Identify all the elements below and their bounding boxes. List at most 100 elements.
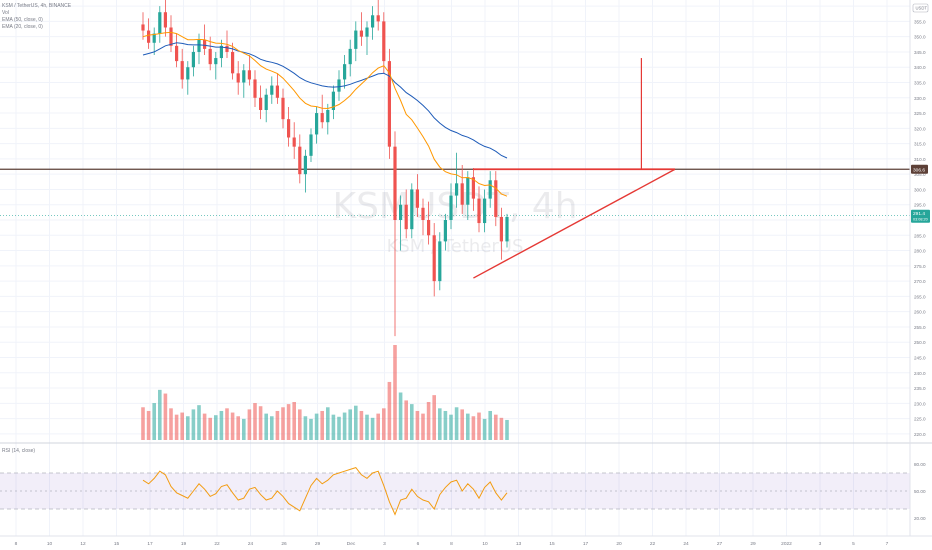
- candle-body: [208, 48, 212, 65]
- time-tick-label: 8: [15, 541, 18, 547]
- time-tick-label: 15: [114, 541, 120, 547]
- candle-body: [236, 73, 240, 83]
- candle-body: [438, 241, 442, 282]
- candle-body: [264, 94, 268, 110]
- price-tick-label: 305.0: [914, 172, 926, 177]
- time-tick-label: 24: [683, 541, 689, 547]
- volume-bar: [365, 414, 369, 440]
- candle-body: [147, 30, 151, 43]
- volume-bar: [180, 412, 184, 440]
- volume-bar: [404, 400, 408, 440]
- time-tick-label: 29: [750, 541, 756, 547]
- price-badges: 306.6 291.4 03:08:20 USDT: [911, 3, 930, 223]
- last-price-badge: [911, 209, 930, 223]
- candle-body: [348, 48, 352, 65]
- candle-body: [231, 51, 235, 74]
- volume-bar: [320, 410, 324, 440]
- volume-bar: [236, 416, 240, 440]
- time-tick-label: 20: [616, 541, 622, 547]
- candle-body: [443, 220, 447, 242]
- time-tick-label: 6: [417, 541, 420, 547]
- candle-body: [337, 79, 341, 92]
- candle-body: [477, 198, 481, 224]
- candle-body: [253, 79, 257, 98]
- candle-body: [387, 61, 391, 147]
- volume-bar: [214, 415, 218, 440]
- volume-bar: [415, 410, 420, 440]
- volume-bar: [219, 410, 224, 440]
- price-tick-label: 250.0: [914, 340, 926, 345]
- price-axis: 360.0355.0350.0345.0340.0335.0330.0325.0…: [914, 4, 926, 521]
- volume-bar: [303, 416, 308, 440]
- volume-bar: [298, 409, 302, 440]
- time-tick-label: 19: [181, 541, 187, 547]
- candle-body: [281, 97, 285, 120]
- time-tick-label: 2022: [781, 541, 792, 547]
- candle-body: [175, 45, 179, 62]
- volume-bar: [331, 414, 336, 440]
- volume-bar: [275, 410, 280, 440]
- candle-body: [494, 180, 498, 217]
- volume-bar: [359, 410, 364, 440]
- volume-bar: [460, 409, 464, 440]
- volume-bar: [393, 345, 397, 440]
- candle-body: [163, 12, 167, 28]
- candle-body: [326, 110, 330, 123]
- volume-bar: [208, 417, 212, 440]
- candle-body: [303, 155, 307, 175]
- level-badge: [911, 164, 928, 174]
- price-tick-label: 345.0: [914, 50, 926, 55]
- volume-bar: [337, 416, 341, 440]
- volume-bar: [454, 407, 459, 440]
- volume-bar: [309, 418, 313, 440]
- watermark: KSMUSDT, 4h KSM / TetherUS: [332, 186, 577, 257]
- time-tick-label: 15: [549, 541, 555, 547]
- candle-body: [158, 12, 162, 34]
- volume-bar: [443, 410, 448, 440]
- grid: [0, 0, 910, 536]
- currency-badge[interactable]: [912, 3, 929, 13]
- candle-body: [309, 134, 313, 156]
- price-tick-label: 265.0: [914, 294, 926, 299]
- price-tick-label: 330.0: [914, 96, 926, 101]
- candle-body: [382, 21, 386, 62]
- time-tick-label: Dec: [347, 541, 356, 547]
- candle-body: [275, 85, 279, 98]
- currency-text[interactable]: USDT: [916, 6, 928, 11]
- volume-bar: [421, 413, 425, 440]
- volume-bar: [387, 381, 392, 440]
- volume-bar: [264, 413, 268, 440]
- candle-body: [225, 45, 229, 52]
- price-tick-label: 230.0: [914, 401, 926, 406]
- candle-body: [287, 119, 291, 138]
- time-tick-label: 3: [819, 541, 822, 547]
- volume-bar: [281, 407, 285, 440]
- candle-body: [449, 195, 453, 220]
- candle-body: [354, 30, 358, 49]
- volume-bar: [197, 405, 201, 440]
- triangle-bottom-edge[interactable]: [473, 168, 676, 279]
- volume-bar: [499, 417, 504, 440]
- candle-body: [169, 27, 173, 46]
- legend-ema-20: EMA (20, close, 0): [2, 24, 43, 30]
- rsi-levels: [0, 472, 910, 510]
- time-tick-label: 17: [147, 541, 153, 547]
- triangle-drawing: [473, 58, 676, 279]
- price-tick-label: 295.0: [914, 203, 926, 208]
- candle-body: [410, 189, 414, 230]
- price-tick-label: 260.0: [914, 310, 926, 315]
- legend-ema-50: EMA (50, close, 0): [2, 17, 43, 23]
- volume-bar: [253, 403, 257, 440]
- candle-body: [203, 39, 207, 49]
- volume-bar: [141, 407, 145, 440]
- volume-bar: [186, 416, 190, 440]
- volume-bar: [354, 405, 358, 440]
- time-tick-label: 26: [281, 541, 287, 547]
- candle-body: [393, 146, 397, 220]
- volume-bar: [270, 416, 274, 440]
- candle-body: [259, 97, 263, 110]
- time-tick-label: 27: [717, 541, 723, 547]
- time-tick-label: 7: [886, 541, 889, 547]
- volume-bar: [146, 410, 151, 440]
